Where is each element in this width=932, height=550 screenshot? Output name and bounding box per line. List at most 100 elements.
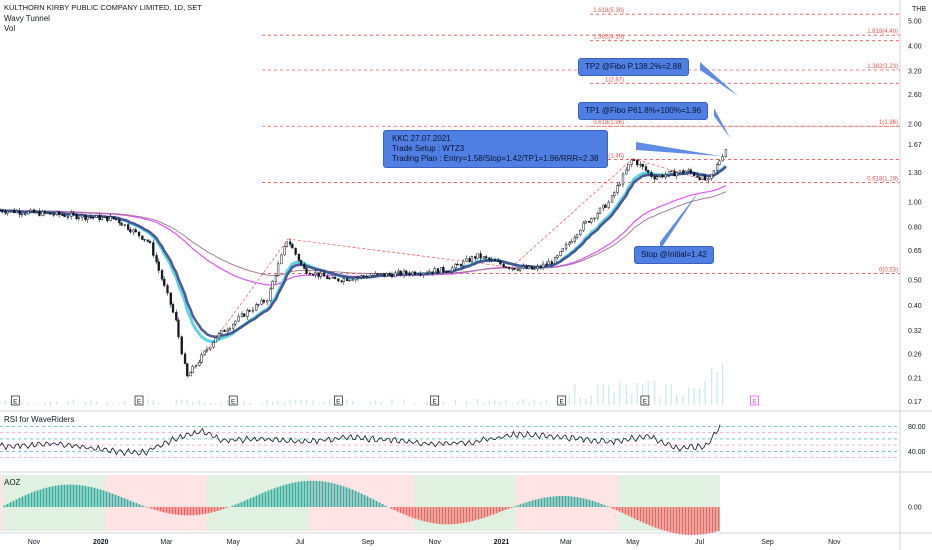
indicator-volume[interactable]: Vol — [4, 24, 16, 33]
candle — [106, 216, 109, 222]
aoz-background — [183, 475, 186, 531]
aoz-bar — [399, 507, 402, 513]
callout-pointer — [660, 190, 700, 250]
aoz-bar — [549, 496, 552, 507]
aoz-bar — [285, 484, 288, 507]
volume-bar — [647, 380, 649, 405]
candle — [43, 211, 47, 214]
candle — [482, 256, 486, 259]
fib-label: 1.618(4.40) — [867, 29, 898, 35]
volume-bar — [403, 399, 405, 405]
candle — [587, 221, 591, 223]
candle — [539, 266, 543, 268]
candle — [530, 266, 534, 270]
candle — [89, 216, 93, 219]
aoz-background — [462, 475, 465, 531]
aoz-bar — [114, 494, 117, 507]
volume-bar — [266, 399, 268, 405]
candle — [618, 183, 621, 186]
candle — [214, 337, 217, 343]
aoz-background — [672, 475, 675, 531]
volume-bar — [72, 399, 74, 405]
aoz-bar — [423, 507, 426, 522]
price-tick: 0.17 — [908, 399, 922, 406]
aoz-bar — [111, 493, 114, 507]
trade-setup-note[interactable]: KKC 27.07.2021 Trade Setup : WTZ3 Tradin… — [383, 130, 608, 168]
rsi-pane-label[interactable]: RSI for WaveRiders — [4, 415, 75, 424]
aoz-bar — [9, 502, 12, 507]
aoz-background — [171, 475, 174, 531]
aoz-bar — [411, 507, 414, 518]
candle — [653, 176, 656, 180]
candle — [52, 214, 55, 216]
tp1-note[interactable]: TP1 @Fibo P61.8%+100%=1.96 — [578, 102, 709, 120]
aoz-background — [393, 475, 396, 531]
volume-bar — [545, 399, 547, 405]
aoz-background — [465, 475, 468, 531]
aoz-bar — [507, 507, 510, 509]
fib-label: 1.618(5.30) — [593, 8, 624, 14]
candle — [698, 176, 701, 180]
indicator-wavy-tunnel[interactable]: Wavy Tunnel — [4, 14, 50, 23]
aoz-bar — [192, 507, 195, 516]
volume-bar — [369, 401, 371, 405]
aoz-background — [405, 475, 408, 531]
aoz-bar — [606, 506, 609, 507]
aoz-background — [438, 475, 441, 531]
aoz-bar — [495, 507, 498, 514]
price-tick: 1.30 — [908, 170, 922, 177]
aoz-bar — [456, 507, 459, 524]
candle — [584, 221, 587, 224]
fib-label: 0(1.46) — [605, 153, 624, 159]
aoz-bar — [147, 507, 150, 508]
candle — [610, 195, 614, 203]
aoz-bar — [648, 507, 651, 526]
candle — [175, 311, 178, 321]
candle — [328, 277, 331, 280]
tp2-note[interactable]: TP2 @Fibo P.138.2%=2.88 — [578, 58, 689, 76]
candle — [114, 218, 118, 220]
aoz-bar — [159, 507, 162, 512]
aoz-bar — [117, 495, 120, 507]
aoz-bar — [576, 497, 579, 507]
volume-bar — [654, 379, 656, 405]
candle — [243, 313, 246, 317]
volume-bar — [227, 399, 229, 405]
price-tick: 0.40 — [908, 303, 922, 310]
aoz-bar — [264, 491, 267, 507]
price-tick: 0.65 — [908, 248, 922, 255]
aoz-bar — [72, 484, 75, 507]
setup-line-2: Trade Setup : WTZ3 — [392, 144, 465, 153]
volume-bar — [711, 367, 713, 405]
aoz-pane-label[interactable]: AOZ — [4, 478, 21, 487]
aoz-bar — [687, 507, 690, 535]
aoz-bar — [312, 480, 315, 507]
event-marker-label: E — [752, 399, 757, 406]
aoz-bar — [54, 485, 57, 507]
aoz-bar — [252, 496, 255, 507]
candle — [171, 304, 175, 313]
volume-bar — [346, 399, 348, 405]
candle — [134, 229, 137, 233]
aoz-background — [3, 475, 6, 531]
aoz-bar — [405, 507, 408, 516]
aoz-bar — [162, 507, 165, 513]
candle — [333, 277, 337, 280]
volume-bar — [147, 399, 149, 405]
volume-bar — [67, 401, 69, 405]
candle — [545, 263, 548, 266]
aoz-bar — [195, 507, 198, 515]
aoz-background — [504, 475, 507, 531]
candle — [177, 319, 180, 337]
stop-note[interactable]: Stop @Initial=1.42 — [634, 246, 714, 264]
aoz-bar — [165, 507, 168, 513]
aoz-bar — [690, 507, 693, 535]
event-marker-label: E — [336, 399, 341, 406]
fibonacci-levels: 1.618(5.30) 1.618(4.40) 1.382(4.19) 1.382(3… — [262, 8, 900, 274]
aoz-background — [675, 475, 678, 531]
aoz-bar — [297, 481, 300, 507]
time-tick: Sep — [761, 539, 774, 546]
aoz-bar — [366, 496, 369, 507]
candle — [667, 171, 671, 176]
